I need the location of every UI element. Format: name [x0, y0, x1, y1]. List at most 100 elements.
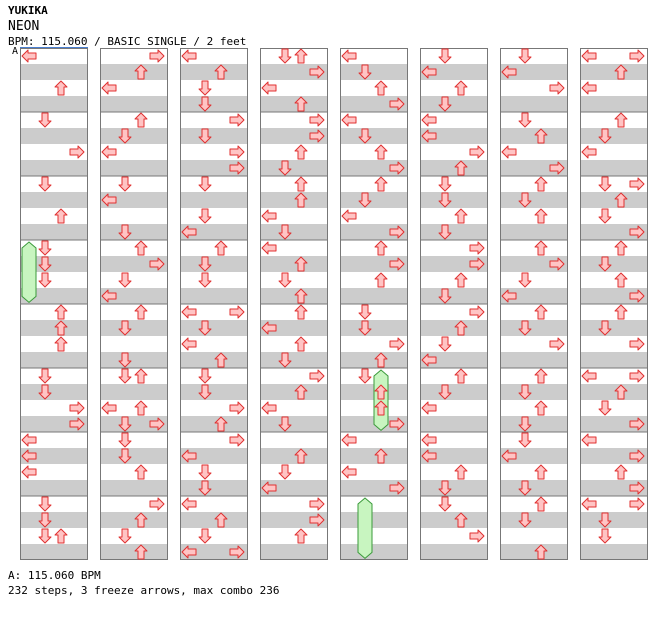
- arrow-down-icon: [438, 192, 452, 208]
- chart-column: [20, 48, 88, 560]
- arrow-left-icon: [181, 49, 197, 63]
- beat-stripe: [260, 512, 328, 528]
- arrow-right-icon: [229, 305, 245, 319]
- beat-stripe: [580, 192, 648, 208]
- beat-stripe: [260, 320, 328, 336]
- arrow-right-icon: [69, 401, 85, 415]
- arrow-up-icon: [294, 96, 308, 112]
- arrow-down-icon: [118, 432, 132, 448]
- arrow-right-icon: [309, 497, 325, 511]
- beat-stripe: [420, 384, 488, 400]
- beat-stripe: [20, 128, 88, 144]
- beat-stripe: [180, 320, 248, 336]
- chart-column: [420, 48, 488, 560]
- arrow-left-icon: [21, 449, 37, 463]
- beat-stripe: [420, 480, 488, 496]
- artist-name: YUKIKA: [8, 4, 48, 17]
- arrow-right-icon: [69, 417, 85, 431]
- beat-stripe: [180, 128, 248, 144]
- arrow-right-icon: [469, 145, 485, 159]
- arrow-up-icon: [54, 208, 68, 224]
- arrow-up-icon: [614, 384, 628, 400]
- arrow-down-icon: [198, 368, 212, 384]
- beat-stripe: [260, 224, 328, 240]
- arrow-down-icon: [518, 512, 532, 528]
- beat-stripe: [420, 64, 488, 80]
- arrow-up-icon: [454, 272, 468, 288]
- arrow-left-icon: [501, 449, 517, 463]
- beat-stripe: [260, 544, 328, 560]
- arrow-right-icon: [629, 449, 645, 463]
- arrow-left-icon: [181, 545, 197, 559]
- beat-stripe: [180, 352, 248, 368]
- arrow-down-icon: [358, 128, 372, 144]
- arrow-up-icon: [374, 176, 388, 192]
- arrow-up-icon: [614, 240, 628, 256]
- arrow-left-icon: [181, 305, 197, 319]
- arrow-right-icon: [469, 241, 485, 255]
- arrow-right-icon: [469, 257, 485, 271]
- arrow-down-icon: [438, 176, 452, 192]
- arrow-left-icon: [21, 49, 37, 63]
- beat-stripe: [420, 512, 488, 528]
- beat-stripe: [100, 416, 168, 432]
- arrow-right-icon: [549, 257, 565, 271]
- arrow-up-icon: [294, 288, 308, 304]
- beat-stripe: [100, 288, 168, 304]
- arrow-up-icon: [454, 512, 468, 528]
- arrow-down-icon: [358, 368, 372, 384]
- arrow-down-icon: [198, 528, 212, 544]
- beat-stripe: [20, 448, 88, 464]
- arrow-up-icon: [614, 272, 628, 288]
- beat-stripe: [500, 256, 568, 272]
- arrow-down-icon: [518, 192, 532, 208]
- arrow-down-icon: [118, 528, 132, 544]
- beat-stripe: [100, 352, 168, 368]
- arrow-down-icon: [518, 320, 532, 336]
- chart-column: [180, 48, 248, 560]
- beat-stripe: [260, 192, 328, 208]
- beat-stripe: [340, 160, 408, 176]
- arrow-right-icon: [69, 145, 85, 159]
- arrow-right-icon: [549, 337, 565, 351]
- beat-stripe: [20, 480, 88, 496]
- arrow-up-icon: [214, 416, 228, 432]
- arrow-down-icon: [358, 304, 372, 320]
- arrow-down-icon: [118, 176, 132, 192]
- arrow-down-icon: [118, 224, 132, 240]
- arrow-down-icon: [198, 208, 212, 224]
- beat-stripe: [20, 224, 88, 240]
- beat-stripe: [100, 192, 168, 208]
- arrow-up-icon: [374, 400, 388, 416]
- arrow-up-icon: [134, 544, 148, 560]
- arrow-down-icon: [198, 80, 212, 96]
- arrow-left-icon: [501, 289, 517, 303]
- arrow-right-icon: [629, 497, 645, 511]
- arrow-up-icon: [54, 304, 68, 320]
- arrow-left-icon: [421, 129, 437, 143]
- arrow-left-icon: [101, 193, 117, 207]
- chart-column: [500, 48, 568, 560]
- arrow-up-icon: [54, 528, 68, 544]
- arrow-down-icon: [598, 208, 612, 224]
- beat-stripe: [500, 160, 568, 176]
- arrow-right-icon: [629, 49, 645, 63]
- arrow-down-icon: [358, 192, 372, 208]
- beat-stripe: [420, 416, 488, 432]
- arrow-up-icon: [534, 464, 548, 480]
- beat-stripe: [260, 480, 328, 496]
- arrow-left-icon: [421, 401, 437, 415]
- arrow-down-icon: [38, 272, 52, 288]
- arrow-down-icon: [198, 464, 212, 480]
- arrow-down-icon: [38, 256, 52, 272]
- beat-stripe: [500, 384, 568, 400]
- arrow-up-icon: [294, 384, 308, 400]
- arrow-right-icon: [229, 545, 245, 559]
- arrow-up-icon: [454, 320, 468, 336]
- arrow-left-icon: [101, 81, 117, 95]
- beat-stripe: [500, 416, 568, 432]
- arrow-left-icon: [261, 241, 277, 255]
- arrow-right-icon: [309, 65, 325, 79]
- beat-stripe: [420, 160, 488, 176]
